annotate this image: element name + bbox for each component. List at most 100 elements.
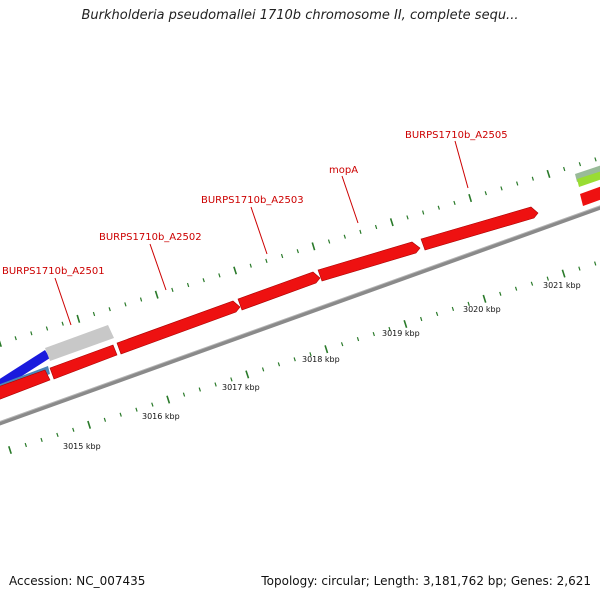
chromosome-backbone — [0, 205, 600, 426]
scale-tick — [437, 205, 440, 210]
leader-line — [454, 140, 469, 189]
scale-tick — [119, 412, 122, 417]
scale-tick — [451, 306, 455, 311]
scale-tick — [563, 166, 566, 172]
scale-tick — [482, 294, 487, 303]
gene-label: BURPS1710b_A2501 — [2, 266, 105, 277]
scale-tick — [108, 307, 111, 312]
scale-tick — [546, 169, 551, 178]
leader-line — [341, 175, 359, 224]
scale-tick — [135, 407, 138, 412]
scale-label: 3017 kbp — [222, 383, 260, 392]
scale-tick — [296, 249, 299, 254]
leader-line — [54, 277, 72, 326]
scale-tick — [467, 301, 470, 306]
scale-tick — [124, 302, 127, 307]
scale-tick — [277, 362, 281, 367]
scale-tick — [45, 326, 49, 331]
scale-tick — [324, 345, 329, 354]
scale-tick — [372, 332, 375, 337]
scale-tick — [265, 258, 268, 263]
scale-tick — [182, 392, 186, 397]
outer-tick-ring — [0, 157, 597, 348]
green-feature — [577, 171, 600, 187]
scale-tick — [561, 269, 566, 278]
scale-tick — [8, 445, 12, 455]
leader-line — [250, 206, 268, 255]
scale-tick — [578, 162, 582, 167]
scale-tick — [406, 215, 409, 220]
scale-tick — [24, 442, 27, 448]
gene-arrows — [0, 206, 539, 400]
scale-tick — [218, 273, 221, 278]
scale-tick — [139, 297, 143, 302]
scale-tick — [245, 370, 250, 379]
scale-tick — [578, 266, 581, 271]
accession-text: Accession: NC_007435 — [9, 574, 146, 588]
gene-label: BURPS1710b_A2505 — [405, 130, 508, 141]
gray-feature — [45, 325, 114, 361]
scale-tick — [76, 314, 81, 323]
gene-label: BURPS1710b_A2503 — [201, 195, 304, 206]
scale-tick — [92, 311, 96, 317]
scale-tick — [214, 382, 217, 387]
scale-tick — [309, 352, 312, 357]
scale-label: 3021 kbp — [543, 281, 581, 290]
scale-tick — [327, 239, 331, 244]
scale-tick — [389, 218, 394, 227]
scale-tick — [166, 395, 171, 404]
scale-tick — [343, 234, 346, 239]
scale-tick — [359, 229, 362, 234]
scale-tick — [14, 336, 17, 341]
scale-tick — [151, 402, 154, 407]
scale-tick — [311, 242, 316, 251]
scale-tick — [340, 342, 344, 347]
scale-tick — [420, 316, 423, 322]
scale-tick — [530, 281, 534, 286]
scale-tick — [61, 321, 64, 326]
scale-tick — [435, 311, 439, 316]
scale-tick — [531, 176, 534, 181]
scale-tick — [422, 210, 425, 215]
scale-tick — [230, 377, 233, 382]
scale-tick — [249, 263, 252, 268]
gene-label: BURPS1710b_A2502 — [99, 232, 202, 243]
scale-tick — [594, 261, 597, 266]
scale-label: 3015 kbp — [63, 442, 101, 451]
scale-tick — [0, 340, 2, 348]
gene-arrow — [0, 369, 51, 400]
scale-tick — [356, 337, 360, 342]
leader-line — [149, 243, 167, 291]
scale-tick — [514, 286, 518, 291]
scale-label: 3018 kbp — [302, 355, 340, 364]
scale-tick — [546, 276, 549, 281]
scale-tick — [280, 253, 284, 259]
scale-tick — [499, 291, 502, 296]
scale-label: 3020 kbp — [463, 305, 501, 314]
scale-tick — [72, 427, 75, 432]
scale-label: 3019 kbp — [382, 329, 420, 338]
scale-tick — [198, 387, 201, 392]
scale-tick — [186, 282, 190, 288]
scale-tick — [388, 326, 391, 332]
scale-tick — [468, 193, 473, 203]
gene-arrow — [317, 241, 421, 282]
red-feature-edge — [580, 186, 600, 206]
scale-tick — [56, 432, 59, 437]
scale-tick — [403, 319, 408, 329]
scale-tick — [171, 287, 174, 292]
scale-tick — [103, 417, 107, 422]
scale-tick — [516, 181, 519, 186]
scale-tick — [453, 200, 456, 205]
scale-tick — [594, 157, 597, 162]
gene-arrow — [237, 271, 321, 311]
scale-tick — [261, 367, 265, 372]
scale-tick — [500, 186, 503, 191]
map-title: Burkholderia pseudomallei 1710b chromoso… — [81, 8, 519, 23]
scale-tick — [484, 191, 487, 196]
scale-tick — [293, 357, 296, 362]
topology-summary: Topology: circular; Length: 3,181,762 bp… — [261, 574, 591, 588]
scale-label: 3016 kbp — [142, 412, 180, 421]
gene-label: mopA — [329, 165, 358, 176]
